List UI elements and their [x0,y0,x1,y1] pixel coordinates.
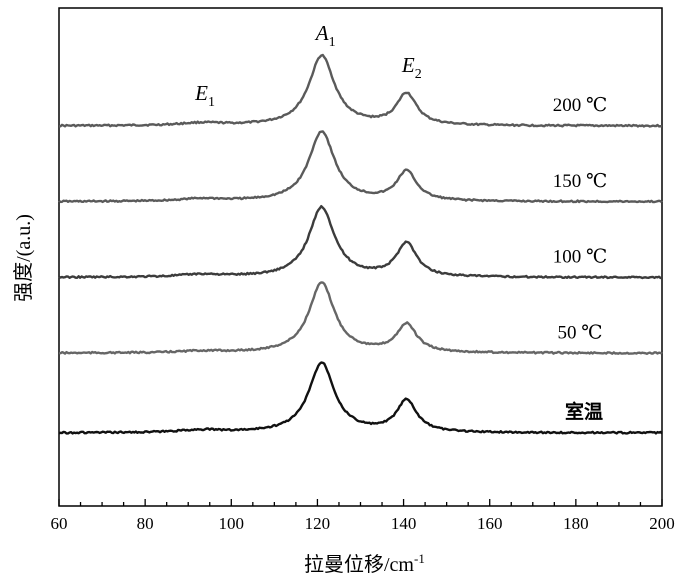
series-label: 100 ℃ [553,247,608,268]
series-line [58,205,662,280]
series-label: 150 ℃ [553,171,608,192]
x-tick-label: 80 [137,514,154,533]
x-tick-label: 180 [563,514,589,533]
x-axis-title: 拉曼位移/cm-1 [304,551,425,576]
x-tick-label: 120 [305,514,331,533]
series-line [58,130,663,204]
series-labels: 200 ℃ 150 ℃ 100 ℃ 50 ℃ 室温 [553,95,608,423]
series-label: 室温 [565,400,603,423]
series-line [59,53,663,128]
series-line [58,361,663,435]
x-tick-label: 60 [51,514,68,533]
series-label: 200 ℃ [553,95,608,116]
x-tick-label: 160 [477,514,503,533]
peak-label: E2 [401,53,422,82]
peak-label: A1 [314,21,336,50]
series-layer [58,53,663,435]
series-label: 50 ℃ [557,322,602,343]
y-axis-title: 强度/(a.u.) [12,214,35,302]
peak-label: E1 [194,81,215,110]
x-tick-label: 200 [649,514,675,533]
x-axis-title-superscript: -1 [414,551,425,566]
x-ticks: 60 80 100 120 140 160 180 200 [51,499,675,533]
series-line [58,281,663,355]
peak-labels: E1 A1 E2 [194,21,422,110]
x-tick-label: 100 [219,514,245,533]
x-tick-label: 140 [391,514,417,533]
